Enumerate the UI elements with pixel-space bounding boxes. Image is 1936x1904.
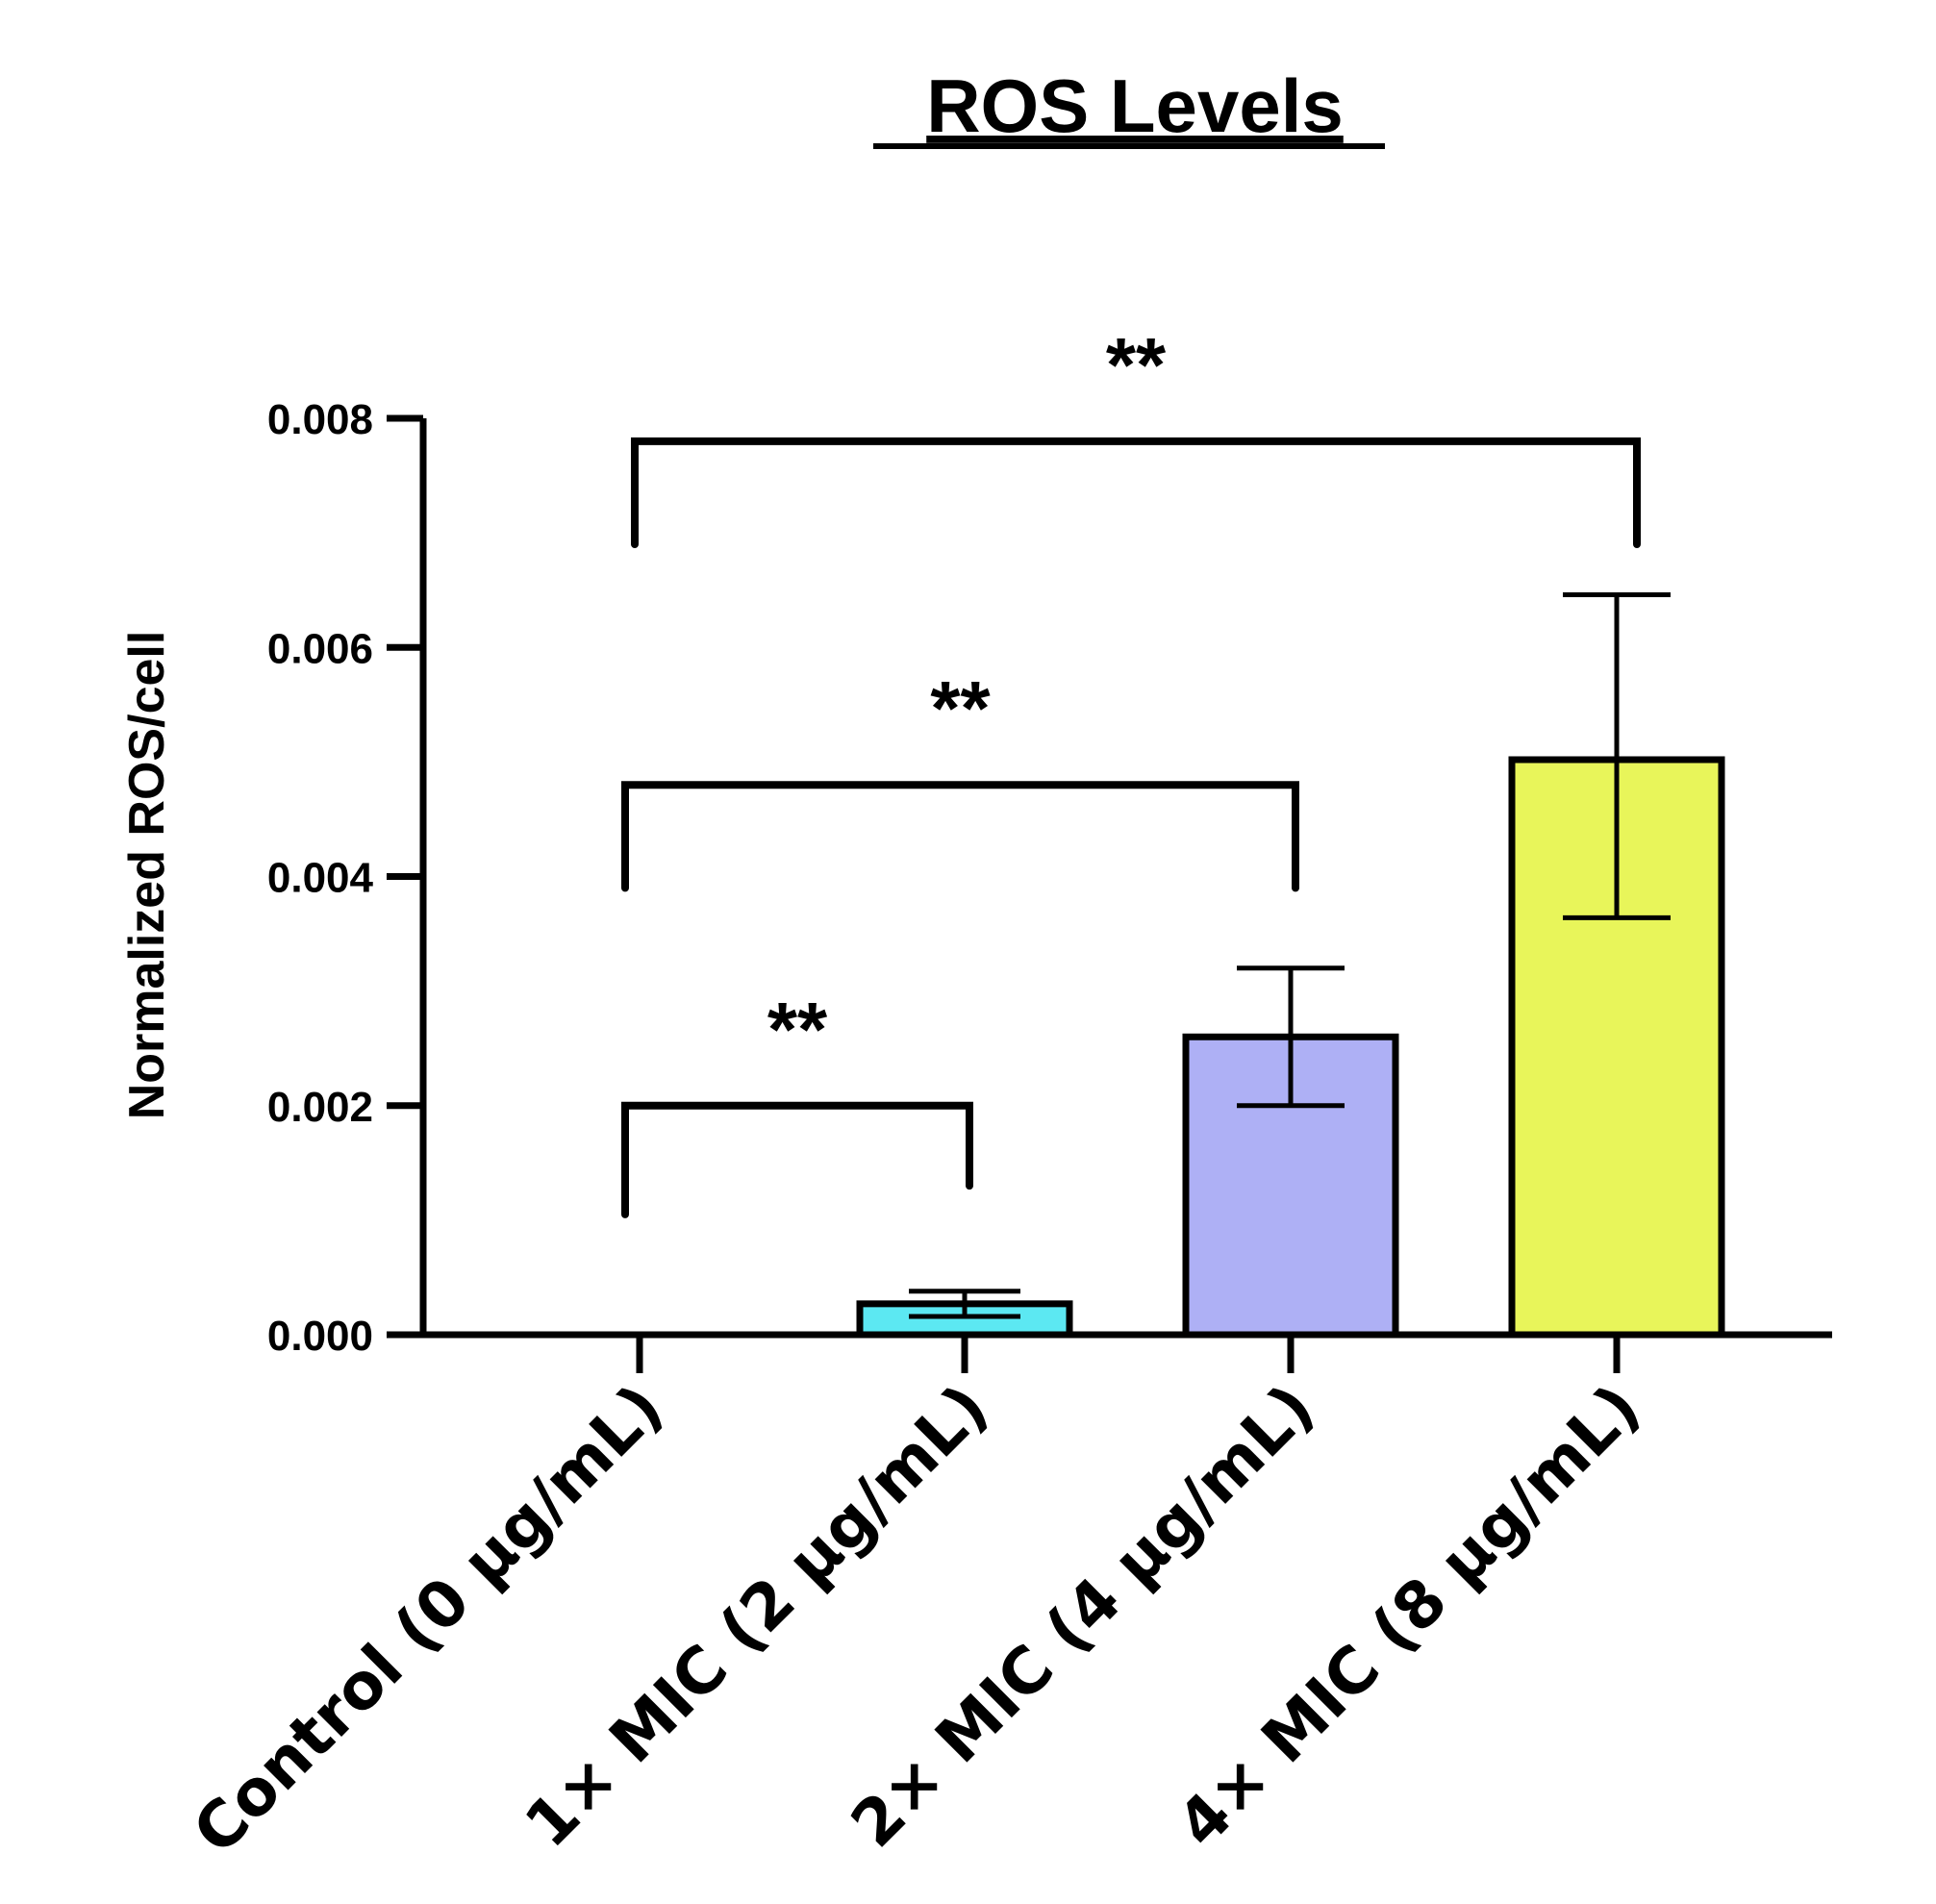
significance-label-0: ** xyxy=(767,987,828,1072)
y-tick-label-0: 0.000 xyxy=(267,1313,373,1360)
y-tick-label-1: 0.002 xyxy=(267,1084,373,1131)
significance-label-2: ** xyxy=(1106,322,1167,408)
significance-bracket-0 xyxy=(621,1101,973,1218)
y-tick-label-2: 0.004 xyxy=(267,855,374,902)
y-axis-label: Normalized ROS/cell xyxy=(119,631,175,1120)
y-tick-label-3: 0.006 xyxy=(267,625,373,672)
significance-bracket-2 xyxy=(631,437,1641,549)
chart-title: ROS Levels xyxy=(926,63,1344,148)
significance-label-1: ** xyxy=(930,665,991,751)
significance-bracket-1 xyxy=(621,781,1299,892)
y-tick-label-4: 0.008 xyxy=(267,396,373,443)
